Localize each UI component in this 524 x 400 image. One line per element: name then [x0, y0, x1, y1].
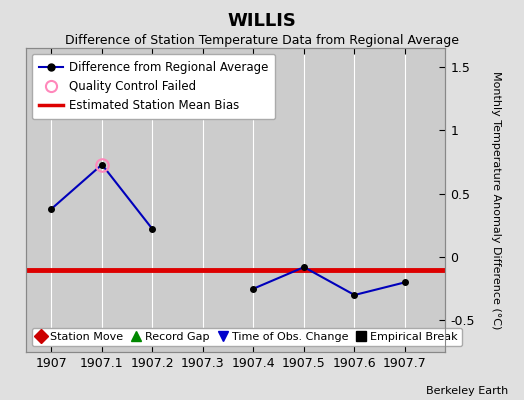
Text: WILLIS: WILLIS — [227, 12, 297, 30]
Text: Berkeley Earth: Berkeley Earth — [426, 386, 508, 396]
Y-axis label: Monthly Temperature Anomaly Difference (°C): Monthly Temperature Anomaly Difference (… — [492, 71, 501, 329]
Text: Difference of Station Temperature Data from Regional Average: Difference of Station Temperature Data f… — [65, 34, 459, 47]
Legend: Station Move, Record Gap, Time of Obs. Change, Empirical Break: Station Move, Record Gap, Time of Obs. C… — [32, 328, 462, 346]
